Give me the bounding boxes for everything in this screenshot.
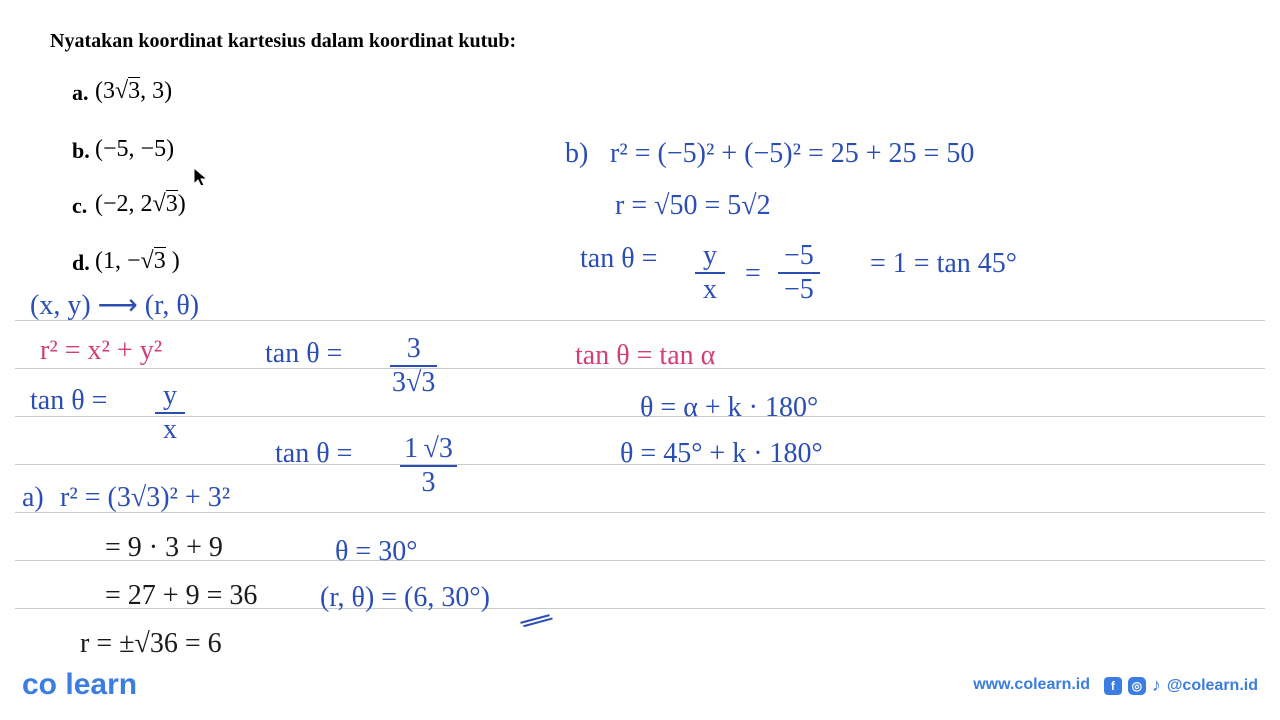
frac-3-3r3: 3 3√3 [390,333,437,399]
part-b-frac-55: −5 −5 [778,240,820,306]
theta-30: θ = 30° [335,536,417,568]
part-a-label: a) [22,482,44,514]
theta-45-k: θ = 45° + k · 180° [620,438,823,470]
part-a-r2: r² = (3√3)² + 3² [60,482,230,514]
part-b-tan: tan θ = [580,243,657,275]
tiktok-icon[interactable]: ♪ [1152,675,1161,696]
social-links[interactable]: f ◎ ♪ @colearn.id [1104,675,1258,696]
part-a-work2: = 9 · 3 + 9 [105,532,223,564]
option-c-label: c. [72,193,87,219]
tan-theta-3: tan θ = [265,338,342,370]
option-c-value: (−2, 2√3) [95,191,186,218]
footer-url[interactable]: www.colearn.id [973,676,1090,694]
option-b-label: b. [72,138,90,164]
frac-yx: y x [155,380,185,446]
tan-theta-1r3: tan θ = [275,438,352,470]
part-b-label: b) [565,138,588,170]
option-a-value: (3√3, 3) [95,78,172,105]
part-b-eq1: = [745,258,761,290]
option-b-value: (−5, −5) [95,136,174,163]
part-a-work4: r = ±√36 = 6 [80,628,222,660]
facebook-icon[interactable]: f [1104,677,1122,695]
option-d-value: (1, −√3 ) [95,248,180,275]
question-title: Nyatakan koordinat kartesius dalam koord… [50,30,516,53]
cursor-icon [192,166,210,194]
xy-to-rtheta: (x, y) ⟶ (r, θ) [30,288,199,322]
social-handle: @colearn.id [1167,677,1258,695]
theta-alpha-k: θ = α + k · 180° [640,392,818,424]
r2-formula: r² = x² + y² [40,335,162,367]
part-b-eq2: = 1 = tan 45° [870,248,1017,280]
option-d-label: d. [72,250,90,276]
tan-theta-yx: tan θ = [30,385,107,417]
footer: co learn www.colearn.id f ◎ ♪ @colearn.i… [0,662,1280,702]
frac-1r3-3: 1 √3 3 [400,433,457,499]
part-b-r2: r² = (−5)² + (−5)² = 25 + 25 = 50 [610,138,974,170]
r-theta-final: (r, θ) = (6, 30°) [320,582,490,614]
tan-alpha: tan θ = tan α [575,340,715,372]
instagram-icon[interactable]: ◎ [1128,677,1146,695]
option-a-label: a. [72,80,89,106]
part-a-work3: = 27 + 9 = 36 [105,580,257,612]
part-b-frac-yx: y x [695,240,725,306]
brand-logo: co learn [22,668,137,702]
part-b-r: r = √50 = 5√2 [615,190,771,222]
